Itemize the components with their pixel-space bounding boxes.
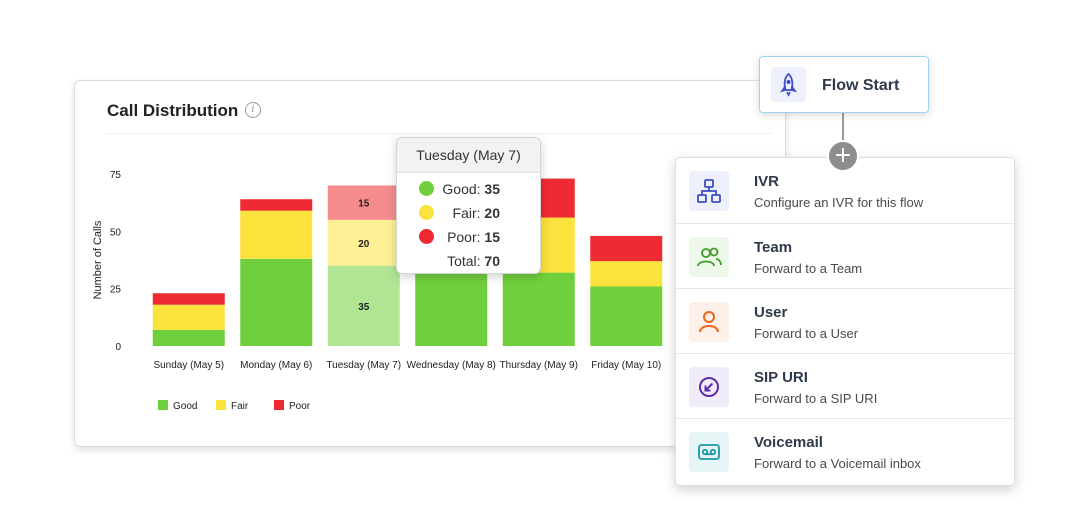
title-divider (107, 133, 771, 134)
tooltip-title: Tuesday (May 7) (397, 138, 540, 173)
menu-item-subtitle: Configure an IVR for this flow (754, 195, 924, 210)
x-tick-label: Monday (May 6) (240, 360, 312, 371)
tooltip-dot-poor (419, 229, 434, 244)
menu-item-title: Voicemail (754, 434, 823, 451)
rocket-icon (771, 67, 806, 102)
flow-connector (842, 111, 844, 147)
tooltip-total: Total: 70 (447, 253, 500, 269)
bar-segment-fair (590, 261, 663, 287)
chart-tooltip: Tuesday (May 7) Good: 35 Fair: 20 Poor: … (396, 137, 541, 274)
y-tick-label: 25 (110, 285, 122, 296)
menu-item-title: IVR (754, 173, 780, 190)
menu-item-subtitle: Forward to a SIP URI (754, 391, 878, 406)
legend-label-poor: Poor (289, 401, 311, 412)
bar-segment-fair (240, 210, 313, 259)
bar-data-label: 20 (358, 239, 370, 250)
ivr-icon (689, 171, 729, 211)
y-axis-label: Number of Calls (92, 220, 104, 299)
x-tick-label: Tuesday (May 7) (326, 360, 401, 371)
legend-label-good: Good (173, 401, 197, 412)
y-tick-label: 75 (110, 170, 122, 181)
bar-segment-poor (240, 199, 313, 211)
menu-item-user[interactable]: User Forward to a User (676, 288, 1014, 353)
info-icon[interactable]: i (245, 102, 261, 118)
bar-segment-fair (152, 304, 225, 330)
y-tick-label: 0 (115, 342, 121, 353)
team-icon (689, 237, 729, 277)
tooltip-dot-good (419, 181, 434, 196)
flow-start-node[interactable]: Flow Start (759, 56, 929, 113)
bar-data-label: 15 (358, 199, 370, 210)
legend-swatch-fair (216, 400, 226, 410)
card-title: Call Distribution (107, 101, 239, 120)
menu-item-subtitle: Forward to a Team (754, 261, 863, 276)
menu-item-voicemail[interactable]: Voicemail Forward to a Voicemail inbox (676, 418, 1014, 483)
sip-uri-icon (689, 367, 729, 407)
tooltip-row-fair: Fair: 20 (452, 205, 500, 221)
menu-item-title: SIP URI (754, 369, 808, 386)
bar-segment-poor (152, 293, 225, 305)
bar-segment-good (240, 258, 313, 346)
flow-start-label: Flow Start (822, 77, 900, 94)
x-tick-label: Wednesday (May 8) (407, 360, 496, 371)
bar-segment-poor (327, 185, 400, 220)
bar-segment-fair (327, 219, 400, 266)
menu-item-subtitle: Forward to a Voicemail inbox (754, 456, 921, 471)
x-tick-label: Thursday (May 9) (500, 360, 578, 371)
add-step-menu: IVR Configure an IVR for this flow Team … (675, 157, 1015, 486)
legend-label-fair: Fair (231, 401, 249, 412)
bar-segment-poor (590, 235, 663, 262)
voicemail-icon (689, 432, 729, 472)
legend-swatch-poor (274, 400, 284, 410)
bar-data-label: 35 (358, 302, 370, 313)
menu-item-sip-uri[interactable]: SIP URI Forward to a SIP URI (676, 353, 1014, 418)
tooltip-row-good: Good: 35 (442, 181, 500, 197)
x-tick-label: Sunday (May 5) (153, 360, 224, 371)
bar-segment-good (590, 286, 663, 346)
bar-segment-good (152, 329, 225, 346)
menu-item-title: User (754, 304, 788, 321)
menu-item-title: Team (754, 239, 793, 256)
tooltip-dot-fair (419, 205, 434, 220)
bar-segment-good (327, 265, 400, 346)
menu-item-subtitle: Forward to a User (754, 326, 859, 341)
add-step-button[interactable]: + (827, 140, 859, 172)
x-tick-label: Friday (May 10) (591, 360, 661, 371)
menu-item-team[interactable]: Team Forward to a Team (676, 223, 1014, 288)
y-tick-label: 50 (110, 227, 122, 238)
menu-item-ivr[interactable]: IVR Configure an IVR for this flow (676, 158, 1014, 223)
user-icon (689, 302, 729, 342)
bar-segment-good (502, 272, 575, 346)
legend-swatch-good (158, 400, 168, 410)
tooltip-row-poor: Poor: 15 (447, 229, 500, 245)
